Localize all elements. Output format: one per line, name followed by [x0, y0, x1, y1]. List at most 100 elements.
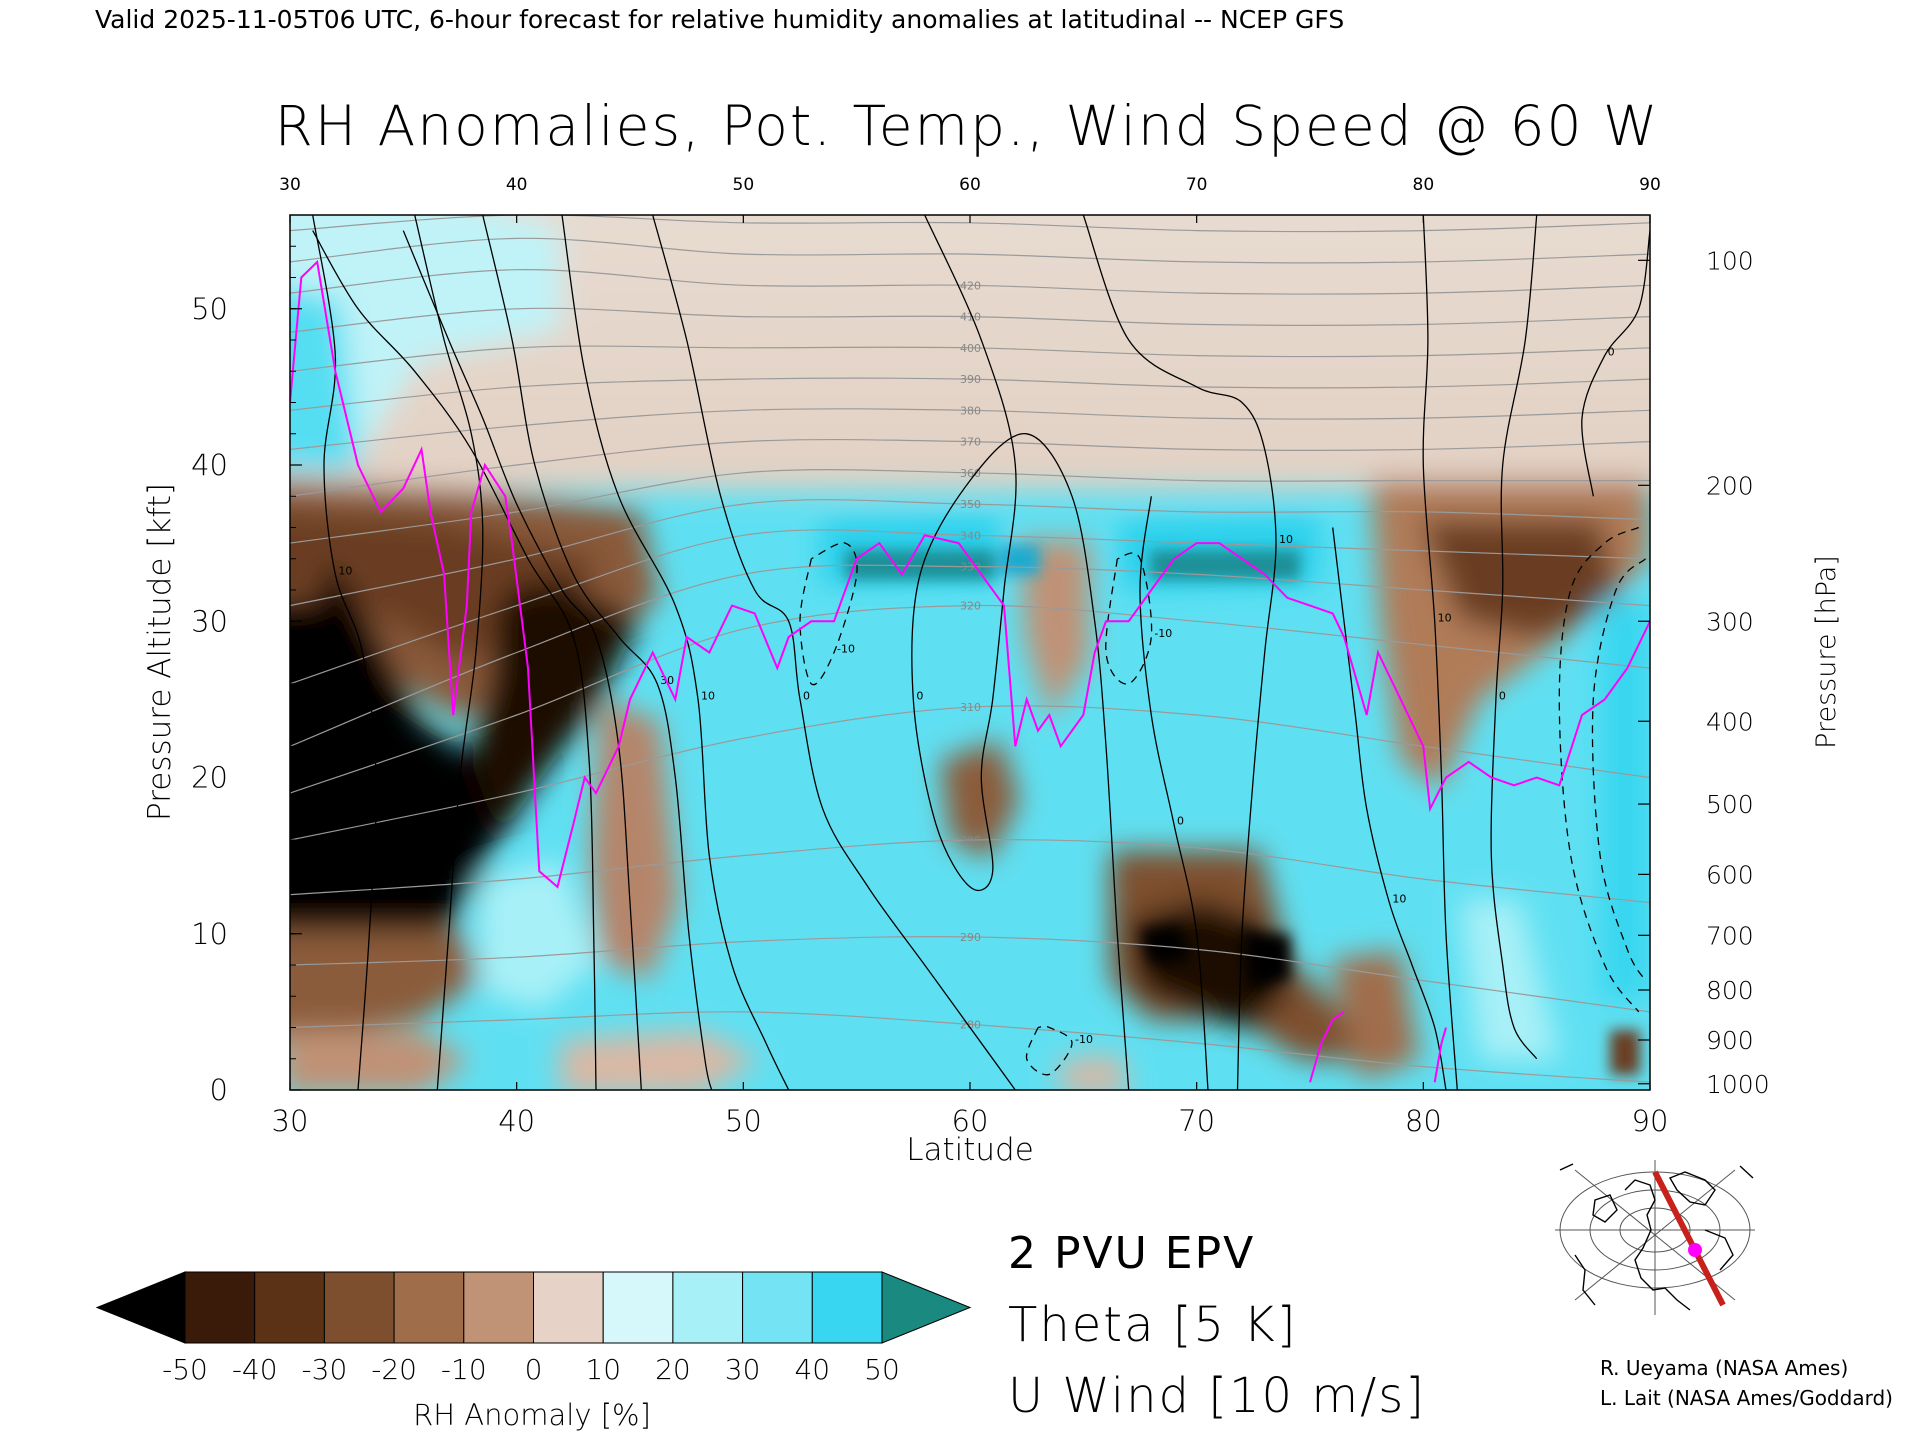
pressure-tick-label: 700: [1706, 921, 1754, 950]
pressure-tick-label: 800: [1706, 976, 1754, 1005]
u-wind-label: 10: [1279, 533, 1293, 546]
pv2-contour-stub-1: [1433, 1027, 1447, 1083]
x-tick-label: 60: [952, 1104, 989, 1138]
legend-item-theta: Theta [5 K]: [1008, 1297, 1298, 1353]
u-wind-contour-18: [1591, 558, 1647, 981]
figure-header: Valid 2025-11-05T06 UTC, 6-hour forecast…: [95, 5, 1344, 34]
u-wind-label: 0: [1499, 689, 1506, 702]
y-tick-label: 0: [210, 1073, 228, 1107]
colorbar-tick-label: 0: [525, 1353, 543, 1386]
u-wind-label: 0: [803, 689, 810, 702]
u-wind-contour-13: [1332, 527, 1447, 1090]
u-wind-label: 10: [338, 564, 352, 577]
colorbar-tick-label: 40: [794, 1353, 830, 1386]
colorbar-tick-label: -30: [302, 1353, 348, 1386]
u-wind-contour-12: [1581, 230, 1650, 497]
colorbar-box: [393, 1271, 465, 1344]
theta-label: 390: [960, 373, 981, 386]
y-tick-label: 40: [191, 448, 228, 482]
u-wind-contour-8: [1082, 215, 1277, 1090]
u-wind-contour-15: [1105, 552, 1153, 685]
colorbar-tick-label: 30: [725, 1353, 761, 1386]
colorbar-box: [672, 1271, 744, 1344]
colorbar-tick-label: -10: [441, 1353, 487, 1386]
x-tick-label-top: 90: [1639, 175, 1661, 195]
colorbar-box: [463, 1271, 534, 1344]
u-wind-contour-4: [312, 230, 597, 1090]
theta-line-7: [290, 499, 1650, 607]
theta-label: 380: [960, 404, 981, 417]
colorbar-under-arrow: [95, 1271, 186, 1344]
theta-label: 280: [960, 1018, 981, 1031]
colorbar-box: [742, 1271, 813, 1344]
u-wind-contour-16: [1025, 1025, 1073, 1076]
x-tick-label: 80: [1405, 1104, 1442, 1138]
theta-label: 360: [960, 467, 981, 480]
y-axis-title: Pressure Altitude [kft]: [142, 483, 178, 821]
x-tick-label-top: 60: [959, 175, 981, 195]
u-wind-contour-1: [561, 215, 790, 1090]
y-tick-label: 10: [191, 917, 228, 951]
colorbar-tick-label: 20: [655, 1353, 691, 1386]
u-wind-label: -10: [1075, 1033, 1093, 1046]
u-wind-contour-6: [414, 215, 484, 1090]
pressure-tick-label: 900: [1706, 1026, 1754, 1055]
theta-line-12: [290, 345, 1650, 372]
theta-label: 400: [960, 342, 981, 355]
colorbar-tick-label: 50: [864, 1353, 900, 1386]
rh-anomaly-field: 280 290 300 310 320 330 340 350 360 370 380 390 400 4…: [290, 215, 1650, 1090]
theta-label: 370: [960, 436, 981, 449]
colorbar-box: [533, 1271, 604, 1344]
theta-line-0: [290, 1011, 1650, 1083]
x-axis-title: Latitude: [906, 1132, 1034, 1168]
colorbar-box: [602, 1271, 674, 1344]
pv2-contour: [290, 259, 1650, 889]
colorbar-tick-label: -40: [232, 1353, 278, 1386]
theta-line-1: [290, 935, 1650, 1013]
y-tick-label: 30: [191, 604, 228, 638]
theta-label: 310: [960, 701, 981, 714]
u-wind-label: -10: [837, 643, 855, 656]
theta-label: 300: [960, 834, 981, 847]
x-tick-label-top: 40: [506, 175, 528, 195]
pressure-tick-label: 600: [1706, 860, 1754, 889]
u-wind-label: 10: [1438, 611, 1452, 624]
u-wind-contour-3: [402, 230, 642, 1090]
chart-title: RH Anomalies, Pot. Temp., Wind Speed @ 6…: [275, 94, 1660, 158]
y-tick-label: 50: [191, 292, 228, 326]
u-wind-contour-10: [1422, 215, 1458, 1090]
theta-label: 330: [960, 561, 981, 574]
colorbar-box: [254, 1271, 325, 1344]
theta-line-10: [290, 408, 1650, 450]
x-tick-label: 70: [1178, 1104, 1215, 1138]
credit-line-2: L. Lait (NASA Ames/Goddard): [1600, 1386, 1893, 1410]
u-wind-contour-9: [1139, 496, 1209, 1090]
colorbar-tick-label: -50: [162, 1353, 208, 1386]
theta-line-2: [290, 839, 1650, 904]
theta-line-5: [290, 564, 1650, 747]
u-wind-contour-17: [1558, 526, 1640, 1013]
u-wind-contour-7: [911, 215, 1130, 1090]
theta-label: 410: [960, 311, 981, 324]
theta-line-11: [290, 377, 1650, 411]
u-wind-contour-0: [652, 215, 1016, 1090]
legend: 2 PVU EPV Theta [5 K] U Wind [10 m/s]: [1008, 1228, 1424, 1424]
colorbar-tick-label: -20: [371, 1353, 417, 1386]
theta-label: 320: [960, 600, 981, 613]
x-tick-label-top: 30: [279, 175, 301, 195]
pressure-tick-label: 400: [1706, 707, 1754, 736]
x-tick-label: 90: [1632, 1104, 1669, 1138]
u-wind-label: 10: [701, 689, 715, 702]
u-wind-label: -10: [1154, 627, 1172, 640]
theta-label: 340: [960, 529, 981, 542]
colorbar-over-arrow: [881, 1271, 972, 1344]
x-tick-label-top: 80: [1413, 175, 1435, 195]
u-wind-label: 0: [1608, 346, 1615, 359]
colorbar-box: [184, 1271, 256, 1344]
pressure-tick-label: 1000: [1706, 1070, 1770, 1099]
colorbar-title: RH Anomaly [%]: [413, 1398, 651, 1432]
theta-line-4: [290, 604, 1650, 794]
theta-line-6: [290, 529, 1650, 685]
x-tick-label-top: 70: [1186, 175, 1208, 195]
y2-axis-title: Pressure [hPa]: [1811, 555, 1842, 749]
